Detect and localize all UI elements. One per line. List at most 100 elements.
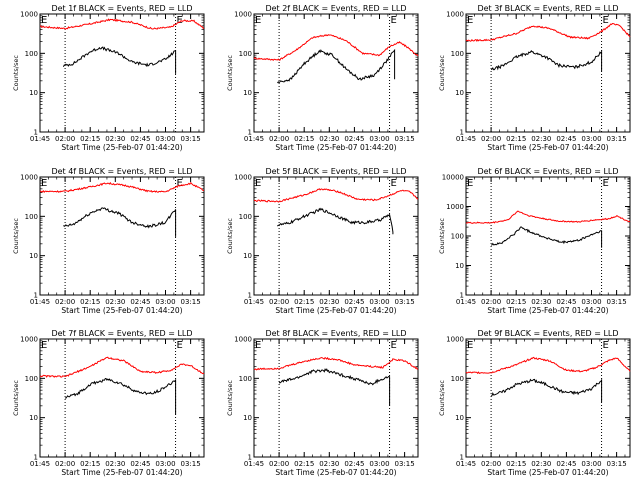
y-tick-label: 1000 (20, 336, 38, 344)
y-tick-label: 1000 (234, 336, 252, 344)
x-tick-label: 02:15 (506, 135, 526, 143)
marker-label: E (603, 15, 609, 26)
x-tick-label: 02:00 (269, 298, 289, 306)
x-tick-label: 03:15 (607, 135, 627, 143)
events-series-line (62, 46, 177, 74)
y-tick-label: 1000 (20, 174, 38, 182)
x-tick-label: 03:15 (395, 298, 415, 306)
y-tick-label: 1 (34, 292, 38, 300)
plot-frame (465, 338, 631, 458)
y-axis-label: Counts/sec (226, 55, 234, 91)
x-tick-label: 02:30 (319, 135, 339, 143)
y-tick-label: 1000 (20, 11, 38, 19)
x-tick-label: 02:30 (319, 298, 339, 306)
events-series-line (278, 368, 391, 406)
panel-title: Det 3f BLACK = Events, RED = LLD (477, 4, 618, 13)
x-tick-label: 02:45 (556, 135, 576, 143)
marker-label: E (603, 340, 609, 351)
panel-title: Det 2f BLACK = Events, RED = LLD (265, 4, 406, 13)
y-tick-label: 1 (34, 129, 38, 137)
plot-frame (253, 176, 419, 296)
y-axis-label: Counts/sec (226, 380, 234, 416)
detector-panel: Det 5f BLACK = Events, RED = LLD 1 10 100 10… (226, 167, 419, 315)
y-tick-label: 1 (248, 454, 252, 462)
x-tick-label: 01:45 (30, 460, 50, 468)
x-tick-label: 03:00 (155, 135, 175, 143)
y-tick-label: 1 (248, 129, 252, 137)
lld-series-line (465, 356, 631, 375)
y-tick-label: 10 (29, 252, 38, 260)
detector-panel: Det 1f BLACK = Events, RED = LLD 1 10 100 10… (12, 4, 205, 152)
y-tick-label: 1 (460, 292, 464, 300)
marker-label: E (177, 340, 183, 351)
x-tick-label: 02:15 (294, 298, 314, 306)
x-tick-label: 01:45 (244, 460, 264, 468)
y-tick-label: 10 (29, 89, 38, 97)
x-tick-label: 01:45 (30, 298, 50, 306)
panel-title: Det 5f BLACK = Events, RED = LLD (265, 167, 406, 176)
lld-series-line (39, 356, 205, 378)
lld-series-line (39, 181, 205, 194)
y-tick-label: 1000 (446, 336, 464, 344)
detector-panel: Det 4f BLACK = Events, RED = LLD 1 10 100 10… (12, 167, 205, 315)
x-tick-label: 02:30 (319, 460, 339, 468)
panel-title: Det 9f BLACK = Events, RED = LLD (477, 329, 618, 338)
events-series-line (64, 377, 177, 415)
x-tick-label: 01:45 (456, 460, 476, 468)
x-tick-label: 02:15 (294, 460, 314, 468)
y-axis-label: Counts/sec (438, 218, 446, 254)
x-tick-label: 02:15 (80, 460, 100, 468)
plot-frame (253, 338, 419, 458)
events-series-line (63, 207, 177, 237)
detector-panel: Det 8f BLACK = Events, RED = LLD 1 10 100 10… (226, 329, 419, 477)
y-axis-label: Counts/sec (12, 380, 20, 416)
y-tick-label: 100 (239, 213, 252, 221)
marker-label: E (41, 340, 47, 351)
x-tick-label: 02:00 (55, 298, 75, 306)
x-tick-label: 02:00 (269, 135, 289, 143)
lld-series-line (253, 356, 419, 371)
panel-title: Det 1f BLACK = Events, RED = LLD (51, 4, 192, 13)
marker-label: E (391, 178, 397, 189)
marker-label: E (391, 340, 397, 351)
x-axis-label: Start Time (25-Feb-07 01:44:20) (61, 468, 182, 477)
x-tick-label: 03:00 (581, 460, 601, 468)
x-tick-label: 03:15 (181, 460, 201, 468)
x-tick-label: 03:00 (369, 460, 389, 468)
x-tick-label: 02:45 (556, 460, 576, 468)
x-tick-label: 02:30 (531, 135, 551, 143)
y-tick-label: 10 (455, 262, 464, 270)
plot-frame (465, 176, 631, 296)
x-tick-label: 01:45 (456, 298, 476, 306)
marker-label: E (467, 15, 473, 26)
plot-frame (39, 338, 205, 458)
x-tick-label: 02:30 (531, 298, 551, 306)
x-tick-label: 03:15 (395, 135, 415, 143)
x-tick-label: 03:15 (395, 460, 415, 468)
marker-label: E (467, 178, 473, 189)
y-tick-label: 100 (25, 50, 38, 58)
x-tick-label: 02:15 (294, 135, 314, 143)
panel-title: Det 7f BLACK = Events, RED = LLD (51, 329, 192, 338)
events-series-line (490, 378, 603, 402)
lld-series-line (465, 210, 631, 224)
y-tick-label: 10 (455, 89, 464, 97)
x-tick-label: 03:15 (607, 460, 627, 468)
marker-label: E (177, 15, 183, 26)
x-tick-label: 02:15 (80, 298, 100, 306)
y-tick-label: 100 (451, 50, 464, 58)
x-tick-label: 02:15 (506, 460, 526, 468)
x-tick-label: 02:00 (55, 135, 75, 143)
y-tick-label: 100 (239, 375, 252, 383)
events-series-line (277, 48, 396, 84)
marker-label: E (391, 15, 397, 26)
x-tick-label: 02:45 (130, 298, 150, 306)
events-series-line (490, 49, 603, 72)
plot-frame (39, 176, 205, 296)
marker-label: E (603, 178, 609, 189)
events-series-line (490, 226, 603, 248)
marker-label: E (41, 15, 47, 26)
y-axis-label: Counts/sec (12, 218, 20, 254)
